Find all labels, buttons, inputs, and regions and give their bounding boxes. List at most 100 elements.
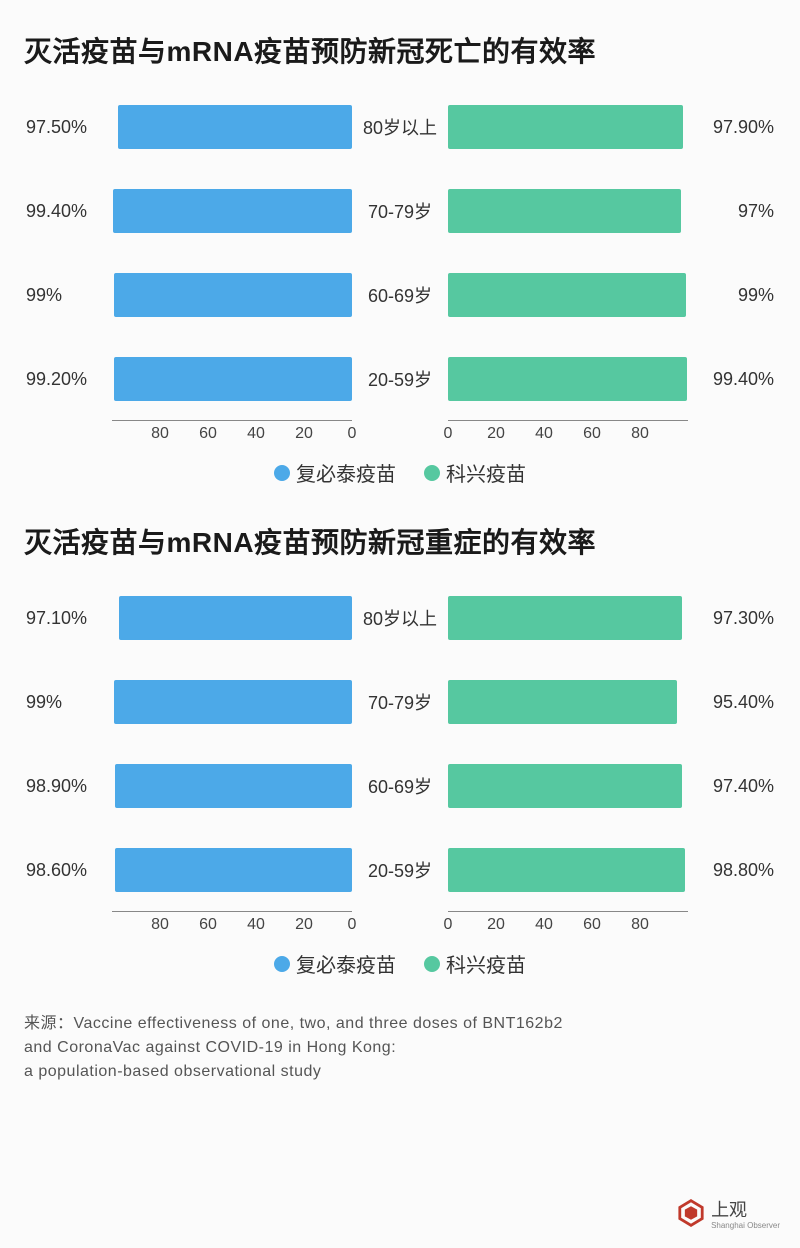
axis-left: 806040200 (112, 911, 352, 939)
legend-dot-icon (424, 956, 440, 972)
chart-legend: 复必泰疫苗 科兴疫苗 (24, 949, 776, 978)
right-bar (448, 764, 682, 808)
category-label: 70-79岁 (352, 198, 448, 224)
left-value-label: 99% (24, 285, 112, 306)
category-label: 20-59岁 (352, 366, 448, 392)
axis-tick: 40 (535, 425, 553, 443)
right-value-label: 95.40% (688, 692, 776, 713)
chart-row: 99%60-69岁99% (24, 266, 776, 324)
axis-tick: 60 (199, 916, 217, 934)
axis-area: 806040200020406080 (24, 911, 776, 939)
right-bar-zone (448, 680, 688, 724)
right-value-label: 97% (688, 201, 776, 222)
axis-tick: 80 (631, 916, 649, 934)
axis-tick: 20 (295, 916, 313, 934)
right-bar (448, 105, 683, 149)
right-bar (448, 680, 677, 724)
legend-dot-icon (274, 956, 290, 972)
right-value-label: 99% (688, 285, 776, 306)
left-bar-zone (112, 764, 352, 808)
axis-tick: 40 (535, 916, 553, 934)
chart-block: 灭活疫苗与mRNA疫苗预防新冠死亡的有效率 97.50% 80岁以上 97.90% 99… (24, 30, 776, 487)
right-bar-zone (448, 189, 688, 233)
right-bar (448, 848, 685, 892)
right-bar-zone (448, 357, 688, 401)
axis-tick: 40 (247, 916, 265, 934)
axis-tick: 20 (487, 425, 505, 443)
logo-subtext: Shanghai Observer (711, 1222, 780, 1230)
right-value-label: 97.90% (688, 117, 776, 138)
axis-tick: 80 (151, 916, 169, 934)
legend-item-right: 科兴疫苗 (424, 949, 526, 978)
chart-row: 98.90% 60-69岁 97.40% (24, 757, 776, 815)
right-bar-zone (448, 105, 688, 149)
axis-tick: 60 (583, 425, 601, 443)
right-bar (448, 273, 686, 317)
category-label: 80岁以上 (352, 605, 448, 631)
right-bar-zone (448, 764, 688, 808)
category-label: 70-79岁 (352, 689, 448, 715)
axis-tick: 0 (444, 425, 453, 443)
left-bar (113, 189, 352, 233)
left-bar (115, 848, 352, 892)
category-label: 60-69岁 (352, 773, 448, 799)
chart-legend: 复必泰疫苗 科兴疫苗 (24, 458, 776, 487)
axis-tick: 0 (348, 425, 357, 443)
legend-item-left: 复必泰疫苗 (274, 458, 396, 487)
right-bar (448, 189, 681, 233)
left-value-label: 98.60% (24, 860, 112, 881)
legend-item-right: 科兴疫苗 (424, 458, 526, 487)
category-label: 80岁以上 (352, 114, 448, 140)
right-value-label: 98.80% (688, 860, 776, 881)
chart-row: 99.40% 70-79岁 97% (24, 182, 776, 240)
right-bar (448, 596, 682, 640)
left-bar-zone (112, 357, 352, 401)
legend-right-label: 科兴疫苗 (446, 458, 526, 487)
legend-left-label: 复必泰疫苗 (296, 949, 396, 978)
right-value-label: 99.40% (688, 369, 776, 390)
source-citation: 来源：Vaccine effectiveness of one, two, an… (24, 1012, 776, 1084)
axis-tick: 80 (151, 425, 169, 443)
axis-tick: 0 (444, 916, 453, 934)
left-bar (114, 680, 352, 724)
source-line1: Vaccine effectiveness of one, two, and t… (74, 1015, 563, 1032)
left-value-label: 97.50% (24, 117, 112, 138)
right-bar (448, 357, 687, 401)
left-bar-zone (112, 189, 352, 233)
chart-row: 99% 70-79岁 95.40% (24, 673, 776, 731)
axis-right: 020406080 (448, 911, 688, 939)
source-line2: and CoronaVac against COVID-19 in Hong K… (24, 1039, 396, 1056)
axis-tick: 60 (199, 425, 217, 443)
axis-tick: 20 (487, 916, 505, 934)
left-value-label: 98.90% (24, 776, 112, 797)
chart-block: 灭活疫苗与mRNA疫苗预防新冠重症的有效率97.10%80岁以上97.30%99… (24, 521, 776, 978)
logo-icon (677, 1199, 705, 1227)
chart-row: 97.10%80岁以上97.30% (24, 589, 776, 647)
left-bar-zone (112, 105, 352, 149)
chart-title: 灭活疫苗与mRNA疫苗预防新冠死亡的有效率 (24, 30, 776, 70)
legend-dot-icon (424, 465, 440, 481)
axis-area: 80 60 40 20 0 0 20 40 60 80 (24, 420, 776, 448)
left-bar-zone (112, 273, 352, 317)
left-bar (114, 273, 352, 317)
chart-row: 99.20% 20-59岁 99.40% (24, 350, 776, 408)
left-value-label: 99% (24, 692, 112, 713)
source-prefix: 来源： (24, 1015, 74, 1032)
left-bar-zone (112, 848, 352, 892)
axis-tick: 80 (631, 425, 649, 443)
chart-row: 98.60%20-59岁98.80% (24, 841, 776, 899)
left-bar-zone (112, 596, 352, 640)
right-value-label: 97.40% (688, 776, 776, 797)
axis-right: 020406080 (448, 420, 688, 448)
axis-tick: 20 (295, 425, 313, 443)
axis-tick: 40 (247, 425, 265, 443)
chart-row: 97.50% 80岁以上 97.90% (24, 98, 776, 156)
axis-tick: 60 (583, 916, 601, 934)
right-bar-zone (448, 596, 688, 640)
axis-left: 806040200 (112, 420, 352, 448)
left-bar-zone (112, 680, 352, 724)
left-value-label: 99.40% (24, 201, 112, 222)
logo-text: 上观 (711, 1200, 747, 1220)
legend-right-label: 科兴疫苗 (446, 949, 526, 978)
left-value-label: 99.20% (24, 369, 112, 390)
